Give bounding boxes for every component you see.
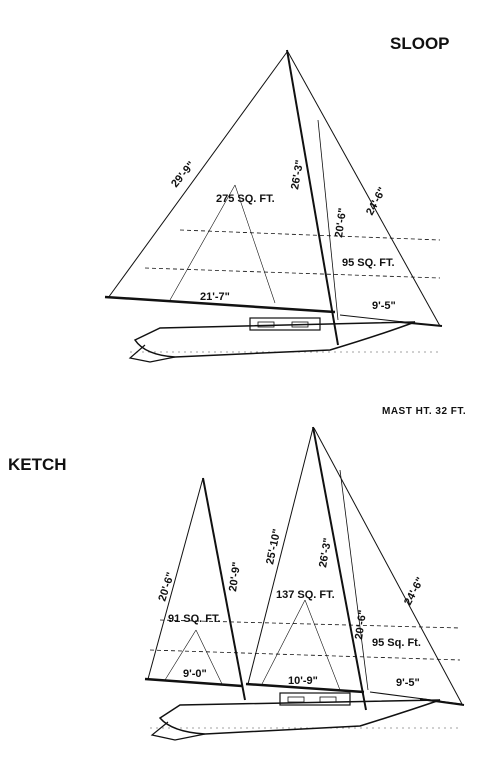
- sloop-porthole: [291, 321, 309, 328]
- ketch-main-mast: [312, 426, 367, 711]
- ketch-keel: [150, 721, 206, 741]
- ketch-jib-clew: [339, 469, 369, 691]
- ketch-seam: [261, 599, 306, 685]
- ketch-porthole: [319, 696, 337, 703]
- sloop-jib-area: 95 SQ. FT.: [342, 257, 395, 269]
- sloop-seam: [234, 184, 276, 304]
- sloop-hull: [133, 321, 416, 358]
- sloop-keel: [128, 344, 176, 363]
- mast-height-note: MAST HT. 32 FT.: [382, 406, 466, 417]
- ketch-forestay-dim: 24'-6": [402, 575, 427, 607]
- sloop-boom: [104, 295, 336, 314]
- ketch-jib-area: 95 Sq. Ft.: [372, 637, 421, 649]
- ketch-forestay: [313, 427, 463, 705]
- sloop-jib-clew: [317, 119, 339, 321]
- sloop-title: SLOOP: [390, 34, 450, 53]
- ketch-jib-foot-dim: 9'-5": [396, 677, 420, 689]
- ketch-main-leech: [247, 427, 314, 685]
- ketch-drawing: [144, 426, 465, 741]
- ketch-mizzen-boom: [144, 677, 243, 688]
- ketch-mizzen-mast: [202, 477, 246, 701]
- ketch-jib-luff-dim: 20'-6": [353, 609, 369, 640]
- sloop-luff-dim: 29'-9": [169, 159, 197, 190]
- ketch-mizzen-area: 91 SQ. FT.: [168, 613, 221, 625]
- ketch-main-leech-dim: 25'-10": [264, 528, 283, 566]
- sloop-reef-line: [144, 267, 441, 279]
- sloop-cabin: [249, 317, 321, 331]
- ketch-mizzen-luff-dim: 20'-9": [227, 561, 243, 592]
- ketch-main-area: 137 SQ. FT.: [276, 589, 335, 601]
- sloop-forestay: [287, 51, 441, 327]
- ketch-main-foot-dim: 10'-9": [288, 675, 318, 687]
- sloop-forestay-dim: 24'-6": [364, 185, 389, 217]
- sloop-main-area: 275 SQ. FT.: [216, 193, 275, 205]
- ketch-mizzen-leech-dim: 20'-6": [156, 571, 177, 603]
- ketch-seam: [304, 599, 341, 691]
- ketch-cabin: [279, 692, 351, 706]
- sloop-mast: [286, 49, 339, 346]
- ketch-seam: [195, 629, 223, 685]
- sloop-jib-luff-dim: 20'-6": [333, 207, 349, 238]
- ketch-reef-line: [159, 619, 461, 629]
- sloop-main-leech: [107, 51, 288, 299]
- ketch-seam: [164, 629, 197, 681]
- ketch-reef-line: [149, 649, 461, 661]
- ketch-hull: [158, 699, 441, 735]
- sloop-mast-dim: 26'-3": [289, 159, 306, 190]
- sloop-reef-line: [179, 229, 441, 241]
- ketch-mizzen-leech: [147, 477, 204, 680]
- ketch-mizzen-foot-dim: 9'-0": [183, 668, 207, 680]
- sloop-boom-dim: 21'-7": [200, 291, 230, 303]
- ketch-main-boom: [245, 682, 365, 694]
- sloop-porthole: [257, 321, 275, 328]
- ketch-main-mast-dim: 26'-3": [317, 537, 334, 568]
- sloop-seam: [169, 184, 236, 301]
- ketch-title: KETCH: [8, 455, 67, 474]
- sloop-jib-foot-dim: 9'-5": [372, 300, 396, 312]
- ketch-porthole: [287, 696, 305, 703]
- sloop-drawing: [104, 49, 443, 363]
